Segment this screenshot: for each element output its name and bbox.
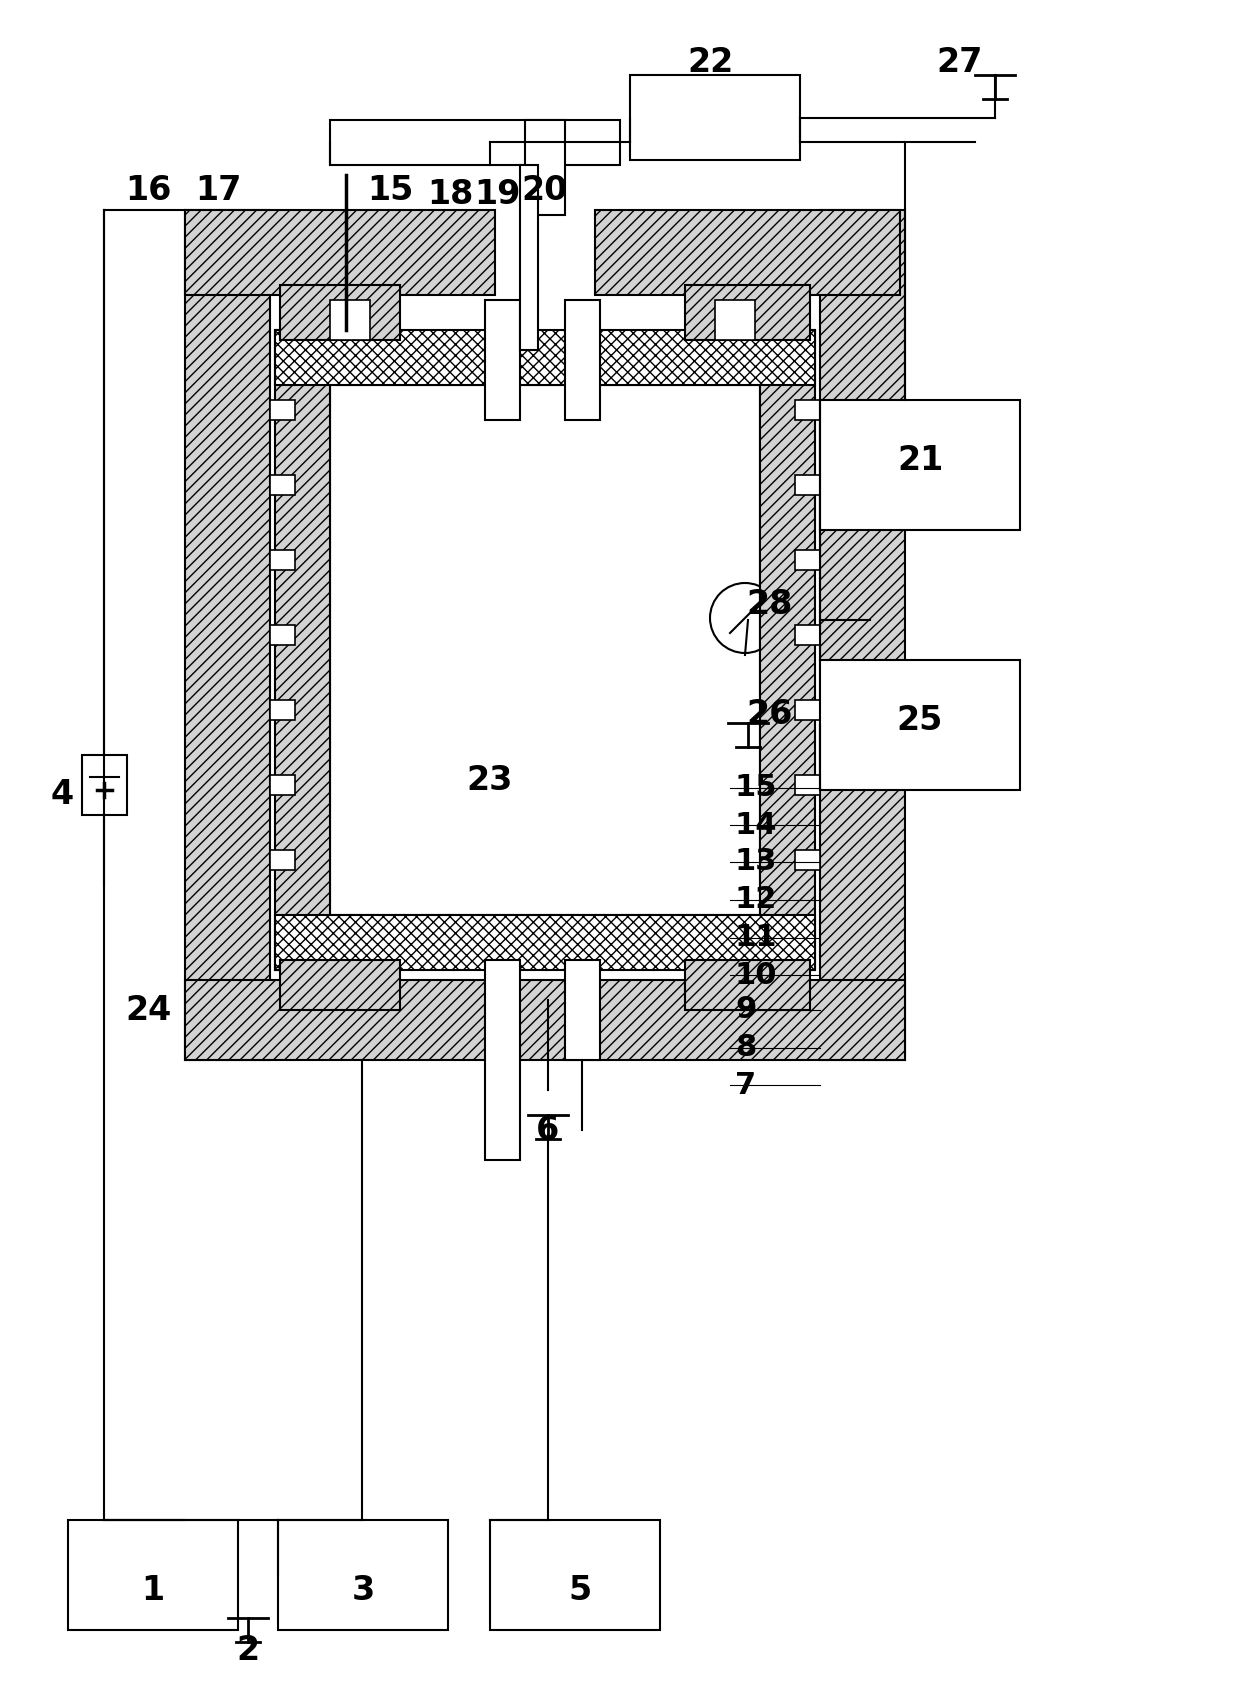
- Text: 18: 18: [427, 179, 474, 211]
- Text: 17: 17: [195, 174, 242, 206]
- Bar: [795, 700, 820, 720]
- Bar: [684, 284, 810, 341]
- Bar: [330, 300, 370, 341]
- Bar: [595, 209, 900, 295]
- Bar: [270, 475, 295, 496]
- Bar: [490, 1521, 660, 1630]
- Text: 28: 28: [746, 589, 794, 622]
- Text: 1: 1: [141, 1574, 165, 1606]
- Bar: [760, 330, 815, 971]
- Bar: [275, 915, 815, 971]
- Bar: [330, 385, 760, 915]
- Text: 10: 10: [735, 960, 777, 989]
- Bar: [330, 119, 620, 165]
- Bar: [485, 960, 520, 1160]
- Text: 8: 8: [735, 1034, 756, 1063]
- Bar: [270, 775, 295, 795]
- Bar: [270, 550, 295, 571]
- Text: 2: 2: [237, 1633, 259, 1667]
- Text: 15: 15: [735, 773, 777, 802]
- Text: 12: 12: [735, 886, 777, 915]
- Bar: [525, 119, 565, 215]
- Bar: [715, 300, 755, 341]
- Text: 22: 22: [687, 46, 733, 78]
- Text: 26: 26: [746, 698, 794, 732]
- Bar: [275, 330, 330, 971]
- Bar: [684, 960, 810, 1010]
- Bar: [275, 330, 815, 385]
- Text: 27: 27: [936, 46, 983, 78]
- Bar: [270, 700, 295, 720]
- Text: 7: 7: [735, 1071, 756, 1100]
- Text: 25: 25: [897, 703, 944, 736]
- Bar: [795, 625, 820, 645]
- Bar: [485, 300, 520, 421]
- Text: 23: 23: [466, 763, 513, 797]
- Bar: [795, 775, 820, 795]
- Bar: [68, 1521, 238, 1630]
- Bar: [630, 75, 800, 160]
- Text: 11: 11: [735, 923, 777, 952]
- Text: 24: 24: [125, 993, 171, 1027]
- Bar: [795, 475, 820, 496]
- Bar: [820, 661, 1021, 790]
- Bar: [820, 209, 905, 1059]
- Bar: [278, 1521, 448, 1630]
- Bar: [280, 284, 401, 341]
- Bar: [565, 960, 600, 1059]
- Bar: [270, 850, 295, 870]
- Text: 13: 13: [735, 848, 777, 877]
- Bar: [270, 625, 295, 645]
- Bar: [185, 209, 495, 295]
- Bar: [795, 850, 820, 870]
- Bar: [795, 550, 820, 571]
- Text: 21: 21: [897, 443, 944, 477]
- Bar: [820, 400, 1021, 530]
- Bar: [795, 400, 820, 421]
- Text: 9: 9: [735, 996, 756, 1025]
- Bar: [185, 979, 905, 1059]
- Text: 5: 5: [568, 1574, 591, 1606]
- Bar: [520, 165, 538, 351]
- Text: 15: 15: [367, 174, 413, 206]
- Bar: [270, 400, 295, 421]
- Text: 20: 20: [522, 174, 568, 206]
- Text: 19: 19: [474, 179, 521, 211]
- Text: 6: 6: [537, 1114, 559, 1146]
- Text: 4: 4: [51, 778, 73, 812]
- Text: 3: 3: [351, 1574, 374, 1606]
- Bar: [82, 754, 126, 816]
- Text: 14: 14: [735, 811, 777, 840]
- Text: 16: 16: [125, 174, 171, 206]
- Bar: [185, 209, 270, 1059]
- Bar: [280, 960, 401, 1010]
- Bar: [565, 300, 600, 421]
